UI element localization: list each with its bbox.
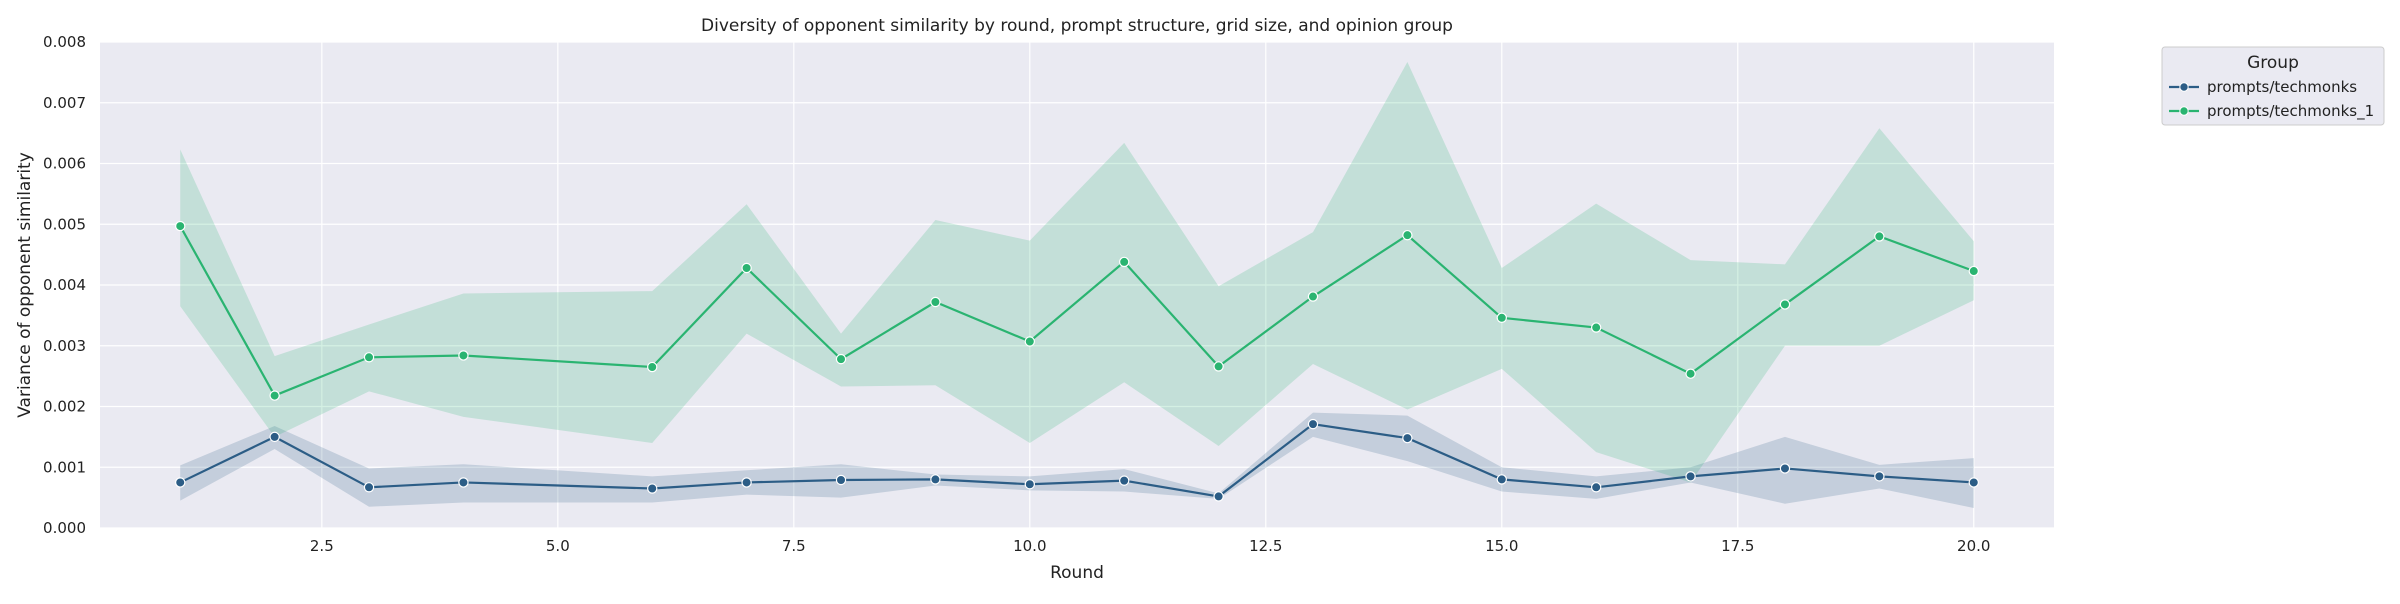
- data-point: [741, 477, 752, 488]
- x-tick-label: 7.5: [782, 537, 806, 555]
- data-point: [1307, 418, 1319, 430]
- x-tick-label: 15.0: [1485, 537, 1518, 555]
- data-point: [930, 296, 941, 308]
- confidence-band-2: [180, 62, 1974, 483]
- data-point: [1968, 477, 1979, 488]
- data-point: [835, 474, 847, 486]
- series-points: [175, 220, 1979, 502]
- data-point: [1307, 291, 1319, 302]
- confidence-bands: [180, 62, 1974, 508]
- x-tick-label: 2.5: [310, 537, 334, 555]
- x-tick-labels: 2.5 5.0 7.5 10.0 12.5 15.0 17.5 20.0: [310, 537, 1991, 555]
- data-point: [1024, 479, 1036, 490]
- data-point: [363, 352, 375, 363]
- confidence-band-1: [180, 412, 1974, 508]
- y-tick-label: 0.006: [43, 155, 86, 173]
- data-point: [1496, 474, 1507, 485]
- data-point: [1496, 312, 1507, 324]
- legend-label: prompts/techmonks: [2207, 78, 2357, 96]
- data-point: [1213, 361, 1224, 372]
- data-point: [1779, 463, 1791, 474]
- x-tick-label: 5.0: [546, 537, 570, 555]
- chart-title: Diversity of opponent similarity by roun…: [701, 16, 1453, 36]
- data-point: [1874, 231, 1885, 242]
- legend[interactable]: Group prompts/techmonksprompts/techmonks…: [2161, 46, 2385, 126]
- legend-title: Group: [2247, 53, 2299, 73]
- data-point: [458, 477, 469, 488]
- data-point: [1968, 265, 1979, 277]
- x-tick-label: 10.0: [1013, 537, 1046, 555]
- legend-label: prompts/techmonks_1: [2207, 102, 2374, 121]
- data-point: [1024, 336, 1036, 347]
- y-tick-label: 0.002: [43, 398, 86, 416]
- y-tick-label: 0.007: [43, 94, 86, 112]
- data-point: [363, 482, 375, 493]
- data-point: [1118, 475, 1130, 486]
- y-tick-label: 0.003: [43, 337, 86, 355]
- y-tick-labels: 0.000 0.001 0.002 0.003 0.004 0.005 0.006 0.007…: [43, 33, 86, 537]
- y-tick-label: 0.008: [43, 33, 86, 51]
- x-axis-label: Round: [1050, 563, 1104, 583]
- x-tick-label: 17.5: [1721, 537, 1754, 555]
- data-point: [269, 390, 280, 401]
- legend-items: prompts/techmonks prompts/techmonks_1: [2169, 78, 2374, 121]
- legend-point-marker: [2179, 106, 2189, 116]
- data-point: [647, 361, 658, 373]
- data-point: [930, 474, 941, 485]
- data-point: [647, 483, 658, 494]
- data-point: [1590, 482, 1602, 493]
- data-point: [458, 350, 469, 361]
- data-point: [1402, 432, 1413, 444]
- data-point: [1779, 299, 1791, 310]
- legend-point-marker: [2179, 82, 2189, 92]
- grid-lines: [100, 41, 2054, 529]
- y-tick-label: 0.005: [43, 215, 86, 233]
- y-axis-label: Variance of opponent similarity: [15, 152, 35, 418]
- data-point: [1118, 256, 1130, 268]
- y-tick-label: 0.000: [43, 519, 86, 537]
- y-tick-label: 0.001: [43, 458, 86, 476]
- data-point: [741, 262, 752, 274]
- data-point: [1590, 322, 1602, 333]
- x-tick-label: 12.5: [1249, 537, 1282, 555]
- data-point: [175, 220, 186, 232]
- data-point: [1685, 471, 1696, 482]
- data-point: [1685, 368, 1696, 379]
- data-point: [1402, 229, 1413, 241]
- y-tick-label: 0.004: [43, 276, 86, 294]
- legend-box: [2161, 46, 2385, 126]
- x-tick-label: 20.0: [1957, 537, 1990, 555]
- data-point: [835, 353, 847, 365]
- data-point: [269, 431, 280, 443]
- data-point: [1874, 471, 1885, 482]
- data-point: [1213, 491, 1224, 502]
- data-point: [175, 477, 186, 488]
